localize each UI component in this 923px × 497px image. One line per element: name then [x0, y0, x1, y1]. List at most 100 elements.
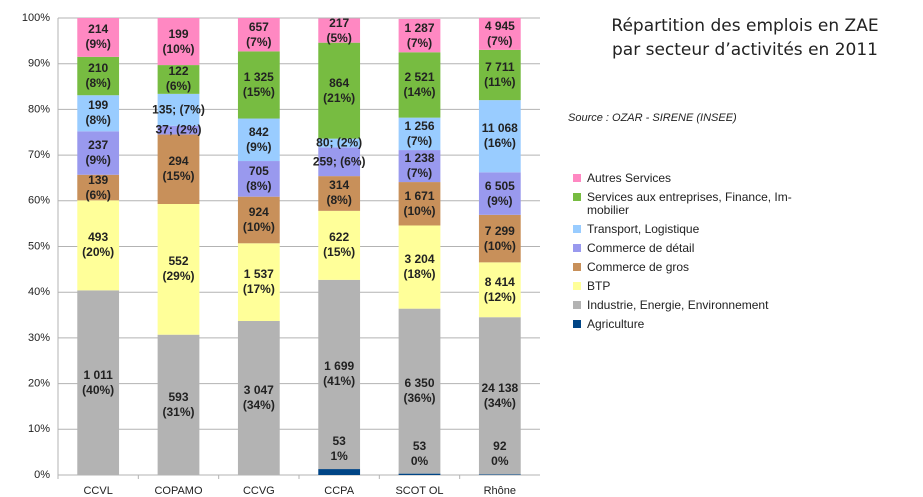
y-tick-label: 30% — [28, 332, 50, 344]
value-label: 237 (9%) — [85, 138, 111, 168]
chart-title: Répartition des emplois en ZAE par secte… — [611, 16, 879, 60]
value-label: 199 (10%) — [162, 26, 195, 56]
value-label: 493 (20%) — [82, 230, 115, 260]
legend-item: Industrie, Energie, Environnement — [573, 299, 768, 312]
bar-segment — [77, 18, 120, 57]
value-label: 53 0% — [410, 438, 429, 468]
bar-segment — [318, 210, 361, 280]
value-label: 622 (15%) — [323, 230, 356, 260]
bar-segment — [157, 203, 200, 335]
value-label: 122 (6%) — [165, 64, 192, 94]
value-label: 6 505 (9%) — [484, 178, 515, 208]
value-label: 135; (7%) — [152, 102, 205, 117]
legend-label: Transport, Logistique — [587, 222, 700, 236]
legend-label: Commerce de détail — [587, 241, 695, 255]
value-label: 1 537 (17%) — [242, 267, 275, 297]
y-tick-label: 100% — [22, 12, 50, 24]
value-label: 37; (2%) — [155, 122, 202, 137]
bar-segment — [478, 172, 521, 215]
legend-label: Commerce de gros — [587, 260, 690, 274]
bar-segment — [237, 118, 280, 162]
value-label: 552 (29%) — [162, 254, 195, 284]
y-tick-label: 10% — [28, 423, 50, 435]
value-label: 53 1% — [330, 434, 348, 464]
value-label: 2 521 (14%) — [403, 69, 436, 99]
value-label: 593 (31%) — [162, 389, 195, 419]
value-label: 6 350 (36%) — [403, 376, 436, 406]
bar-segment — [398, 308, 441, 474]
value-label: 924 (10%) — [242, 204, 275, 234]
bar-segment — [398, 117, 441, 151]
bar-segment — [157, 125, 200, 135]
legend-label: BTP — [587, 279, 611, 293]
legend-swatch — [573, 263, 581, 271]
chart-source: Source : OZAR - SIRENE (INSEE) — [568, 112, 737, 124]
value-label: 11 068 (16%) — [481, 121, 518, 151]
bar-segment — [157, 334, 200, 475]
bar-segment — [237, 196, 280, 244]
bar-segment — [318, 469, 361, 475]
legend-label: Autres Services — [587, 171, 672, 185]
legend-label: Services aux entreprises, Finance, Im- m… — [587, 190, 792, 217]
x-tick-label: SCOT OL — [395, 485, 443, 497]
value-label: 92 0% — [491, 439, 509, 469]
bar-segment — [77, 200, 120, 291]
bar-segment — [77, 95, 120, 132]
bar-segment — [318, 176, 361, 211]
value-label: 657 (7%) — [246, 19, 272, 49]
bar-segment — [398, 225, 441, 309]
value-label: 210 (8%) — [85, 61, 111, 91]
value-label: 294 (15%) — [162, 154, 195, 184]
bar-segment — [398, 150, 441, 183]
y-tick-label: 20% — [28, 378, 50, 390]
value-label: 217 (5%) — [326, 15, 352, 45]
legend-item: Commerce de détail — [573, 242, 694, 255]
value-label: 259; (6%) — [312, 154, 366, 169]
legend-item: Services aux entreprises, Finance, Im- m… — [573, 191, 792, 217]
x-tick-label: CCVL — [83, 485, 112, 497]
bar-segment — [318, 279, 361, 470]
legend-label: Agriculture — [587, 317, 645, 331]
legend-item: Agriculture — [573, 318, 644, 331]
bar-segment — [398, 18, 441, 53]
bar-segment — [157, 93, 200, 126]
legend-item: Transport, Logistique — [573, 223, 699, 236]
value-label: 1 238 (7%) — [404, 151, 435, 181]
legend-swatch — [573, 320, 581, 328]
value-label: 139 (6%) — [85, 172, 111, 202]
legend-swatch — [573, 282, 581, 290]
legend-swatch — [573, 244, 581, 252]
bar-segment — [318, 147, 361, 177]
bar-segment — [398, 473, 441, 475]
y-tick-label: 0% — [34, 469, 50, 481]
y-tick-label: 80% — [28, 103, 50, 115]
value-label: 1 671 (10%) — [403, 188, 436, 218]
value-label: 3 204 (18%) — [403, 252, 436, 282]
bar-segment — [77, 290, 120, 475]
value-label: 24 138 (34%) — [481, 380, 519, 410]
bar-segment — [237, 243, 280, 321]
bar-segment — [318, 138, 361, 148]
value-label: 7 711 (11%) — [484, 59, 516, 89]
bar-segment — [478, 317, 521, 475]
y-tick-label: 90% — [28, 58, 50, 70]
bar-segment — [237, 18, 280, 52]
bar-segment — [478, 474, 521, 475]
value-label: 1 256 (7%) — [404, 118, 435, 148]
value-label: 1 325 (15%) — [242, 69, 275, 99]
bar-segment — [318, 42, 361, 139]
bar-segment — [478, 49, 521, 101]
legend-item: Commerce de gros — [573, 261, 689, 274]
bar-segment — [157, 65, 200, 94]
bar-segment — [157, 18, 200, 66]
legend-item: BTP — [573, 280, 610, 293]
y-tick-label: 60% — [28, 195, 50, 207]
bar-segment — [77, 174, 120, 201]
bar-segment — [318, 18, 361, 43]
x-tick-label: Rhône — [484, 485, 516, 497]
value-label: 80; (2%) — [316, 135, 363, 150]
bar-segment — [77, 56, 120, 96]
value-label: 214 (9%) — [85, 22, 111, 52]
bar-segment — [398, 52, 441, 118]
